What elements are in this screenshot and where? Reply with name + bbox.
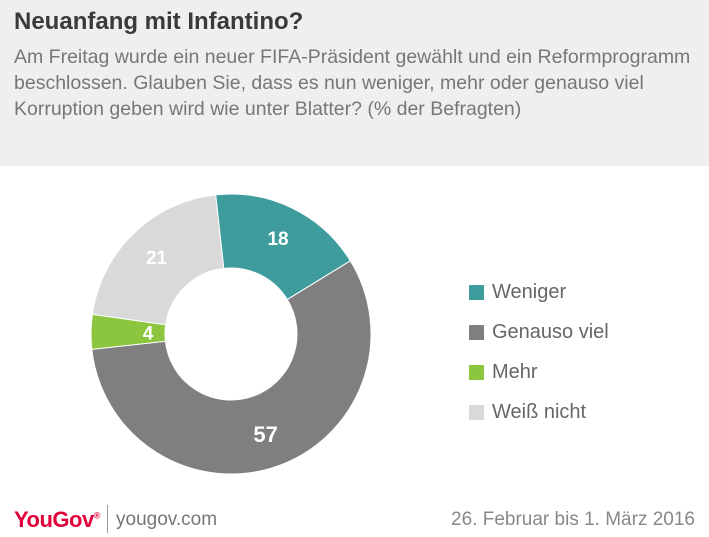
footer-url-link[interactable]: yougov.com <box>116 509 218 530</box>
slice-genauso-viel <box>91 260 372 475</box>
chart-legend: Weniger Genauso viel Mehr Weiß nicht <box>469 272 609 432</box>
survey-date: 26. Februar bis 1. März 2016 <box>451 509 695 530</box>
legend-label-mehr: Mehr <box>492 360 538 383</box>
legend-swatch-mehr <box>469 364 484 380</box>
legend-item-weiss-nicht: Weiß nicht <box>469 392 609 432</box>
slice-weiss-nicht <box>91 194 225 326</box>
header-panel: Neuanfang mit Infantino? Am Freitag wurd… <box>0 0 709 166</box>
legend-label-weiss-nicht: Weiß nicht <box>492 400 587 423</box>
legend-item-mehr: Mehr <box>469 352 609 392</box>
data-label-mehr: 4 <box>143 324 154 345</box>
registered-mark: ® <box>93 510 101 521</box>
donut-chart: 18 57 4 21 <box>90 193 372 475</box>
legend-swatch-weiss-nicht <box>469 404 484 420</box>
legend-swatch-weniger <box>469 284 484 300</box>
yougov-logo[interactable]: YouGov® <box>14 507 100 533</box>
chart-title: Neuanfang mit Infantino? <box>14 8 304 35</box>
legend-label-weniger: Weniger <box>492 280 567 303</box>
legend-swatch-genauso-viel <box>469 324 484 340</box>
brand-name: YouGov <box>14 507 94 532</box>
data-label-genauso-viel: 57 <box>253 422 277 447</box>
data-label-weiss-nicht: 21 <box>146 248 168 269</box>
footer-divider <box>107 505 108 533</box>
chart-subtitle: Am Freitag wurde ein neuer FIFA-Präsiden… <box>14 46 691 120</box>
data-label-weniger: 18 <box>267 229 288 250</box>
legend-label-genauso-viel: Genauso viel <box>492 320 609 343</box>
legend-item-weniger: Weniger <box>469 272 609 312</box>
slice-weniger <box>215 193 352 301</box>
legend-item-genauso-viel: Genauso viel <box>469 312 609 352</box>
